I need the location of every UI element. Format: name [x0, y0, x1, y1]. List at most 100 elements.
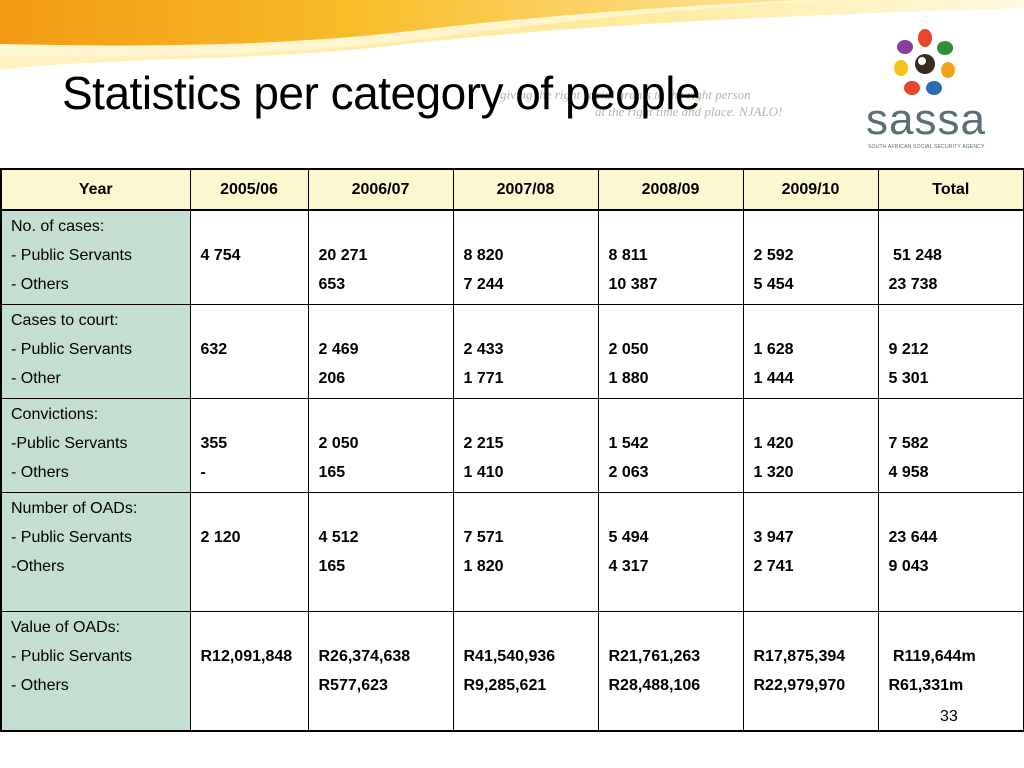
row-category: Convictions: -Public Servants - Others	[0, 398, 191, 493]
category-sub-others: - Others	[11, 677, 69, 694]
cell-others: R61,331m	[888, 677, 964, 694]
cell-others: R22,979,970	[753, 677, 846, 694]
category-sub-public: - Public Servants	[11, 529, 132, 546]
table-cell: R119,644m R61,331m	[877, 611, 1024, 731]
table-cell: 3 947 2 741	[742, 492, 879, 612]
cell-others: 653	[318, 276, 346, 293]
table-cell: 2 050 1 880	[597, 304, 744, 399]
table-cell: 2 469 206	[307, 304, 454, 399]
table-cell: 4 512 165	[307, 492, 454, 612]
logo-subtext: SOUTH AFRICAN SOCIAL SECURITY AGENCY	[868, 144, 985, 150]
table-cell: 1 628 1 444	[742, 304, 879, 399]
table-cell: 4 754	[189, 209, 309, 305]
column-header-2008-09: 2008/09	[597, 168, 744, 211]
cell-others: 5 454	[753, 276, 794, 293]
logo-wordmark: sassa	[866, 95, 986, 144]
table-cell: 8 811 10 387	[597, 209, 744, 305]
table-row: Number of OADs: - Public Servants -Other…	[0, 492, 1024, 612]
cell-public: 3 947	[753, 529, 794, 546]
cell-public: R26,374,638	[318, 648, 411, 665]
cell-others: 1 880	[608, 370, 649, 387]
table-cell: R17,875,394 R22,979,970	[742, 611, 879, 731]
cell-public: 9 212	[888, 341, 929, 358]
category-heading: Cases to court:	[11, 312, 119, 329]
cell-public: 1 420	[753, 435, 794, 452]
sassa-logo: sassa SOUTH AFRICAN SOCIAL SECURITY AGEN…	[862, 28, 992, 152]
table-cell: 2 433 1 771	[452, 304, 599, 399]
table-cell: R12,091,848	[189, 611, 309, 731]
table-cell: 51 248 23 738	[877, 209, 1024, 305]
table-header-row: Year 2005/06 2006/07 2007/08 2008/09 200…	[0, 168, 1024, 211]
cell-public: 632	[200, 341, 228, 358]
cell-others: 206	[318, 370, 346, 387]
hands-logo-icon	[894, 29, 955, 95]
cell-others	[201, 369, 300, 398]
row-category: Value of OADs: - Public Servants - Other…	[0, 611, 191, 731]
table-cell: 1 542 2 063	[597, 398, 744, 493]
cell-others: 1 771	[463, 370, 504, 387]
cell-public: 51 248	[888, 247, 942, 264]
cell-others: R28,488,106	[608, 677, 701, 694]
cell-others: 5 301	[888, 370, 929, 387]
cell-public: R119,644m	[888, 648, 976, 665]
cell-public: 2 592	[753, 247, 794, 264]
category-sub-public: - Public Servants	[11, 247, 132, 264]
page-number: 33	[940, 708, 958, 725]
tagline-line-2: at the right time and place. NJALO!	[595, 104, 783, 119]
table-row: Convictions: -Public Servants - Others 3…	[0, 398, 1024, 493]
table-row: Cases to court: - Public Servants - Othe…	[0, 304, 1024, 399]
statistics-table: Year 2005/06 2006/07 2007/08 2008/09 200…	[0, 168, 1024, 732]
column-header-2005-06: 2005/06	[189, 168, 309, 211]
column-header-2009-10: 2009/10	[742, 168, 879, 211]
cell-public: 7 582	[888, 435, 929, 452]
table-cell: 632	[189, 304, 309, 399]
category-sub-public: -Public Servants	[11, 435, 128, 452]
cell-others	[201, 275, 300, 304]
table-cell: 23 644 9 043	[877, 492, 1024, 612]
cell-public: 8 820	[463, 247, 504, 264]
cell-public: 2 050	[318, 435, 359, 452]
cell-others	[201, 557, 300, 586]
row-category: Cases to court: - Public Servants - Othe…	[0, 304, 191, 399]
table-row: No. of cases: - Public Servants - Others…	[0, 209, 1024, 305]
tagline: giving the right social grants to the ri…	[500, 86, 782, 120]
table-cell: 20 271 653	[307, 209, 454, 305]
row-category: No. of cases: - Public Servants - Others	[0, 209, 191, 305]
cell-others: 165	[318, 464, 346, 481]
table-cell: 7 571 1 820	[452, 492, 599, 612]
table-cell: 1 420 1 320	[742, 398, 879, 493]
cell-public: 2 120	[200, 529, 241, 546]
cell-others: 9 043	[888, 558, 929, 575]
cell-public: 20 271	[318, 247, 368, 264]
table-cell: 2 120	[189, 492, 309, 612]
category-sub-public: - Public Servants	[11, 648, 132, 665]
table-cell: 8 820 7 244	[452, 209, 599, 305]
cell-public: 2 469	[318, 341, 359, 358]
table-cell: 355 -	[189, 398, 309, 493]
category-heading: Convictions:	[11, 406, 99, 423]
category-heading: Number of OADs:	[11, 500, 138, 517]
table-cell: 9 212 5 301	[877, 304, 1024, 399]
cell-others: 7 244	[463, 276, 504, 293]
cell-others: 165	[318, 558, 346, 575]
cell-others: 2 063	[608, 464, 649, 481]
category-sub-public: - Public Servants	[11, 341, 132, 358]
cell-public: 2 215	[463, 435, 504, 452]
slide-title: Statistics per category of people	[62, 67, 701, 119]
column-header-total: Total	[877, 168, 1024, 211]
cell-public: 4 754	[200, 247, 241, 264]
table-cell: 7 582 4 958	[877, 398, 1024, 493]
cell-public: R21,761,263	[608, 648, 701, 665]
table-cell: 2 215 1 410	[452, 398, 599, 493]
table-row: Value of OADs: - Public Servants - Other…	[0, 611, 1024, 731]
cell-others: 1 820	[463, 558, 504, 575]
table-cell: 2 592 5 454	[742, 209, 879, 305]
table-cell: 2 050 165	[307, 398, 454, 493]
cell-public: 5 494	[608, 529, 649, 546]
header-swoosh	[0, 0, 1024, 110]
column-header-2006-07: 2006/07	[307, 168, 454, 211]
category-sub-others: -Others	[11, 558, 65, 575]
column-header-year: Year	[0, 168, 191, 211]
cell-others: R9,285,621	[463, 677, 547, 694]
category-heading: No. of cases:	[11, 218, 105, 235]
